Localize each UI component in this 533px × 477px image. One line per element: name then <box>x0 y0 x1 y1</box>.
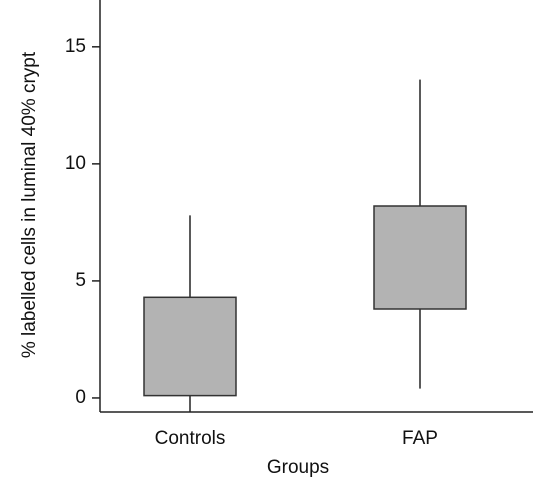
y-tick-label: 15 <box>65 36 86 57</box>
box <box>373 205 467 310</box>
box <box>143 296 237 397</box>
y-tick-label: 0 <box>75 387 86 408</box>
x-tick-label: FAP <box>402 428 438 449</box>
x-axis-title: Groups <box>267 457 329 477</box>
y-axis-title: % labelled cells in luminal 40% crypt <box>19 51 40 358</box>
x-tick-label: Controls <box>155 428 226 449</box>
y-tick-label: 10 <box>65 153 86 174</box>
y-tick-label: 5 <box>75 270 86 291</box>
